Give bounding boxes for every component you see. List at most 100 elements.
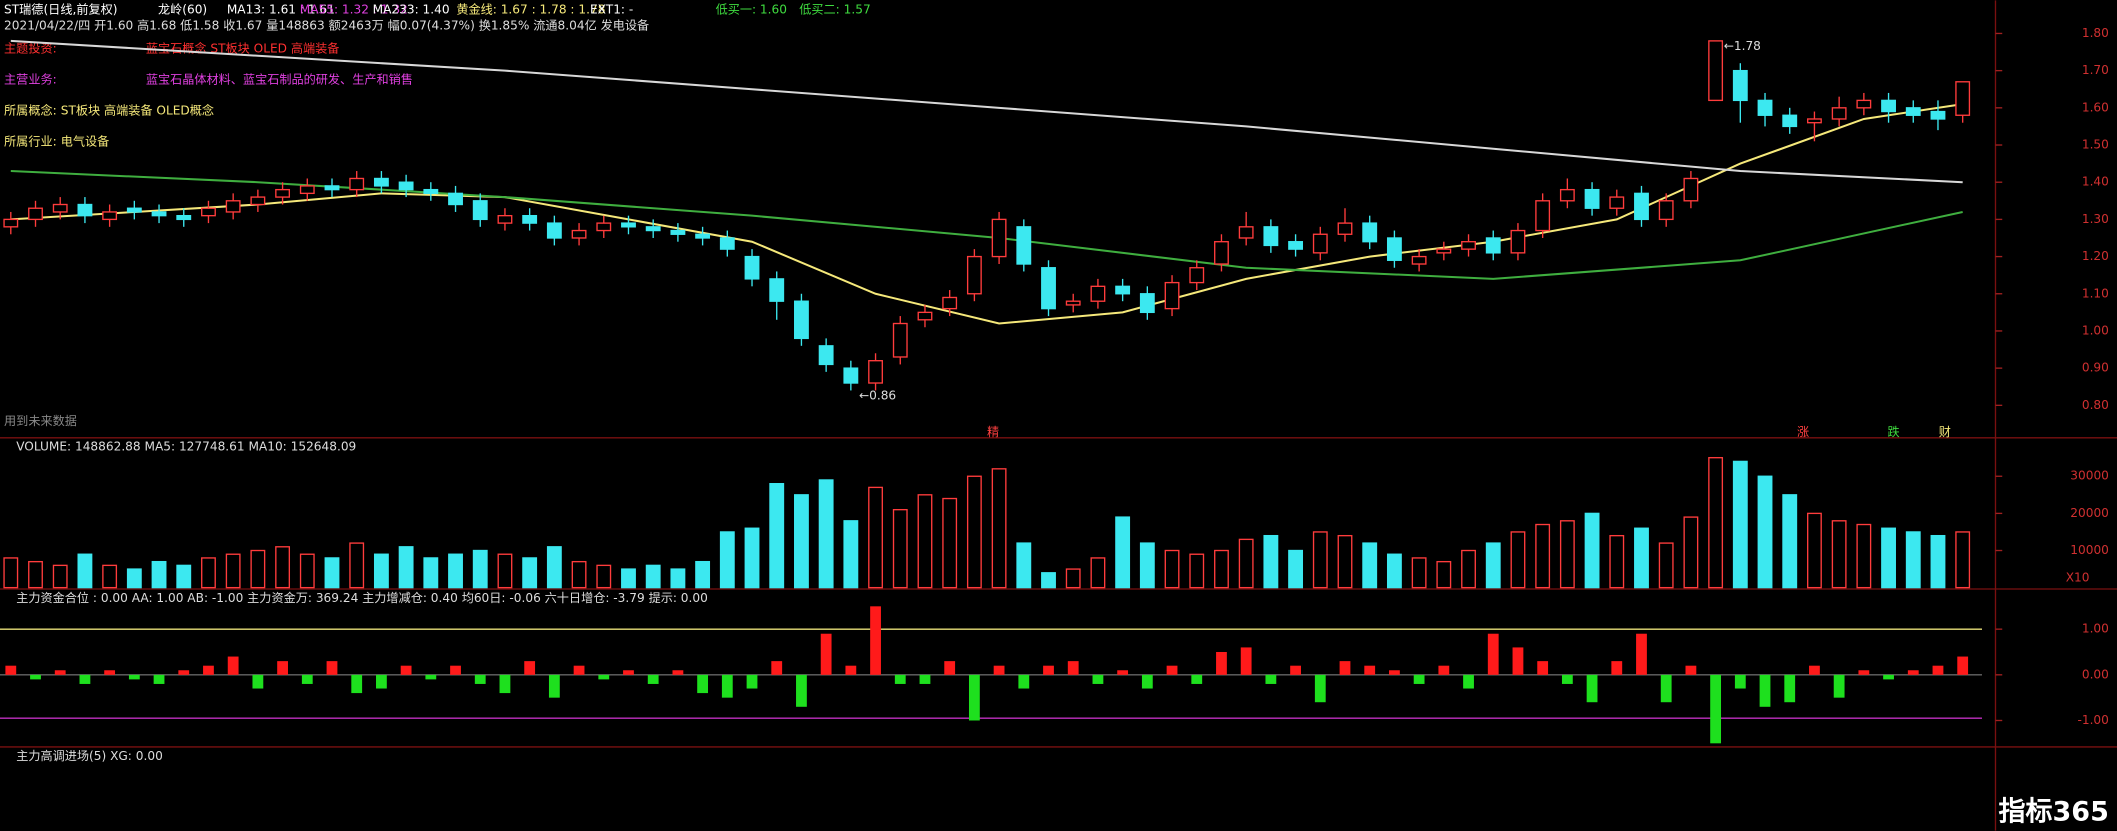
- indicator-title: 主力资金合位 : 0.00 AA: 1.00 AB: -1.00 主力资金万: …: [16, 590, 708, 605]
- candle-body: [1658, 200, 1674, 221]
- volume-bar: [1214, 549, 1229, 589]
- volume-bar: [522, 557, 538, 589]
- y-tick-label: 1.00: [2082, 622, 2109, 636]
- flow-bar: [1463, 674, 1474, 689]
- volume-bar: [1535, 523, 1551, 589]
- volume-bar: [1362, 542, 1378, 589]
- flow-bar: [1092, 674, 1104, 684]
- volume-bar: [571, 560, 587, 589]
- flow-bar: [1117, 670, 1129, 675]
- candle-body: [1288, 241, 1304, 250]
- volume-bar: [769, 483, 785, 589]
- volume-bar: [1955, 531, 1971, 589]
- volume-bar: [1584, 512, 1600, 589]
- volume-bar: [1263, 534, 1279, 589]
- volume-bar: [1461, 549, 1476, 589]
- volume-bar: [621, 568, 636, 589]
- flow-bar: [524, 661, 536, 675]
- flow-bar: [178, 670, 190, 675]
- volume-bar: [719, 531, 735, 589]
- candle-body: [349, 177, 365, 191]
- flow-bar: [647, 674, 659, 684]
- volume-bar: [843, 520, 859, 589]
- volume-bar: [1658, 542, 1674, 589]
- volume-bar: [423, 557, 439, 589]
- volume-bar: [126, 568, 142, 589]
- info-text: 蓝宝石概念 ST板块 OLED 高端装备: [146, 40, 340, 55]
- volume-bar: [966, 475, 982, 589]
- volume-bar: [695, 560, 711, 589]
- flow-bar: [79, 674, 91, 684]
- flow-bar: [1957, 656, 1969, 675]
- volume-bar: [1238, 538, 1254, 589]
- flow-bar: [376, 674, 387, 689]
- flow-bar: [1191, 674, 1203, 684]
- flow-bar: [1809, 665, 1820, 675]
- ma-legend: MA13: 1.61 : 1.61: [227, 2, 335, 16]
- candle-body: [1263, 226, 1279, 247]
- volume-bar: [818, 479, 834, 589]
- candle-body: [423, 188, 439, 195]
- flow-bar: [1043, 665, 1054, 675]
- flow-bar: [1413, 674, 1425, 684]
- candle-body: [1535, 200, 1551, 232]
- candle-body: [1584, 188, 1600, 209]
- flow-bar: [1364, 665, 1376, 675]
- y-tick-label: 1.20: [2082, 249, 2109, 263]
- volume-bar: [868, 486, 883, 589]
- y-tick-label: 20000: [2070, 506, 2109, 520]
- volume-bar: [1386, 553, 1402, 589]
- candle-body: [176, 214, 192, 221]
- volume-bar: [1856, 523, 1872, 589]
- candle-body: [1411, 255, 1427, 265]
- flow-bar: [1314, 674, 1326, 703]
- flow-bar: [474, 674, 486, 684]
- volume-bar: [250, 549, 266, 589]
- flow-bar: [746, 674, 758, 689]
- flow-bar: [30, 674, 41, 680]
- candle-body: [719, 237, 735, 250]
- volume-bar: [3, 557, 19, 589]
- y-tick-label: 1.70: [2082, 63, 2109, 77]
- volume-bar: [1164, 549, 1180, 589]
- candle-body: [1362, 222, 1378, 243]
- candle-body: [102, 211, 118, 221]
- volume-bar: [373, 553, 389, 589]
- future-note: 用到未来数据: [4, 413, 77, 428]
- stock-title: ST瑞德(日线,前复权): [4, 1, 117, 16]
- y-tick-label: 10000: [2070, 543, 2109, 557]
- candle-body: [942, 296, 958, 310]
- candle-body: [373, 177, 389, 187]
- flow-bar: [1907, 670, 1919, 675]
- volume-bar: [1115, 516, 1131, 589]
- candle-body: [670, 229, 686, 235]
- flow-bar: [203, 665, 214, 675]
- bottom-title: 主力高调进场(5) XG: 0.00: [16, 748, 163, 763]
- candle-body: [1189, 267, 1205, 284]
- volume-bar: [892, 508, 908, 589]
- candle-body: [52, 203, 68, 213]
- candle-body: [843, 367, 859, 384]
- candle-body: [1312, 233, 1328, 254]
- candle-body: [645, 226, 661, 232]
- info-text: 电气设备: [61, 134, 110, 149]
- volume-bar: [299, 553, 315, 589]
- candle-body: [398, 181, 414, 191]
- candle-body: [275, 188, 291, 198]
- flow-bar: [1141, 674, 1153, 689]
- flow-bar: [1611, 661, 1623, 675]
- y-tick-label: 1.10: [2082, 286, 2109, 300]
- flow-bar: [1932, 665, 1944, 675]
- flow-bar: [1734, 674, 1746, 689]
- volume-bar: [1881, 527, 1896, 589]
- candle-body: [1090, 285, 1106, 302]
- volume-bar: [472, 549, 488, 589]
- volume-bar: [1337, 534, 1353, 589]
- volume-bar: [52, 564, 68, 589]
- volume-bar: [1016, 542, 1032, 589]
- volume-bar: [1090, 557, 1106, 589]
- y-tick-label: 1.80: [2082, 26, 2109, 40]
- volume-bar: [991, 468, 1007, 589]
- volume-bar: [670, 568, 686, 589]
- candle-body: [1807, 118, 1822, 124]
